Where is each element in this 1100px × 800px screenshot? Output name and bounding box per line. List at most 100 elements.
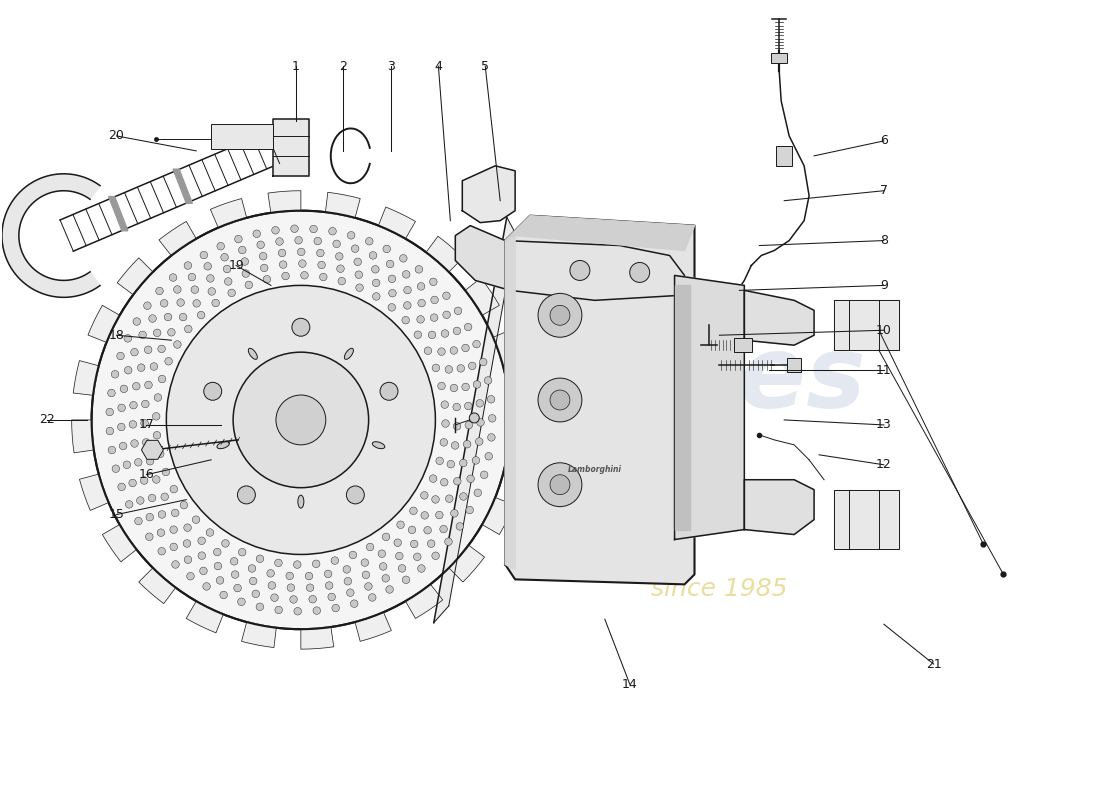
Circle shape (319, 273, 327, 281)
Circle shape (106, 408, 113, 416)
Circle shape (138, 364, 145, 371)
Circle shape (337, 265, 344, 273)
Circle shape (204, 262, 211, 270)
Circle shape (252, 590, 260, 598)
Circle shape (112, 465, 120, 473)
Circle shape (167, 329, 175, 336)
Circle shape (157, 529, 165, 537)
Circle shape (404, 302, 411, 310)
Bar (211, 124, 273, 149)
Polygon shape (378, 207, 416, 238)
Circle shape (166, 286, 436, 554)
Polygon shape (406, 584, 443, 618)
Circle shape (212, 299, 219, 306)
Circle shape (453, 327, 461, 334)
Circle shape (153, 476, 161, 483)
Circle shape (378, 550, 386, 558)
Circle shape (451, 442, 459, 450)
Circle shape (202, 582, 210, 590)
Circle shape (192, 516, 200, 523)
Circle shape (333, 240, 340, 248)
Circle shape (118, 483, 125, 490)
Circle shape (354, 258, 362, 266)
Circle shape (125, 501, 133, 508)
Circle shape (399, 254, 407, 262)
Circle shape (464, 323, 472, 331)
Circle shape (314, 607, 320, 614)
Circle shape (476, 418, 484, 426)
Circle shape (295, 237, 302, 244)
Circle shape (206, 529, 213, 536)
Circle shape (120, 385, 128, 393)
Text: 18: 18 (109, 329, 124, 342)
Text: 16: 16 (139, 468, 154, 482)
Circle shape (421, 511, 429, 519)
Circle shape (465, 422, 473, 429)
Circle shape (245, 281, 253, 289)
Circle shape (217, 242, 224, 250)
Circle shape (172, 561, 179, 568)
Circle shape (440, 438, 448, 446)
Text: 13: 13 (876, 418, 892, 431)
Circle shape (382, 574, 389, 582)
Circle shape (425, 347, 431, 354)
Polygon shape (210, 198, 246, 228)
Circle shape (470, 413, 480, 423)
Circle shape (538, 378, 582, 422)
Polygon shape (72, 420, 94, 453)
Circle shape (130, 402, 138, 409)
Circle shape (294, 607, 301, 615)
Ellipse shape (373, 442, 385, 449)
Circle shape (169, 543, 177, 550)
Circle shape (453, 403, 461, 411)
Circle shape (424, 526, 431, 534)
Circle shape (338, 278, 345, 285)
Circle shape (456, 365, 464, 372)
Polygon shape (674, 286, 690, 530)
Polygon shape (455, 226, 684, 300)
Ellipse shape (298, 495, 304, 508)
Circle shape (364, 582, 372, 590)
Circle shape (287, 584, 295, 591)
Circle shape (397, 521, 405, 529)
Polygon shape (433, 217, 516, 622)
Polygon shape (88, 306, 120, 342)
Circle shape (474, 489, 482, 497)
Polygon shape (462, 166, 515, 222)
Circle shape (141, 477, 149, 484)
Circle shape (144, 302, 151, 310)
Circle shape (346, 589, 354, 597)
Polygon shape (503, 445, 528, 479)
Circle shape (124, 334, 132, 342)
Circle shape (172, 509, 179, 517)
Text: 21: 21 (926, 658, 942, 670)
Circle shape (475, 438, 483, 446)
Circle shape (362, 571, 370, 578)
Polygon shape (426, 236, 463, 272)
Circle shape (476, 399, 484, 407)
Polygon shape (465, 278, 499, 315)
Circle shape (460, 459, 467, 466)
Circle shape (267, 570, 274, 577)
Circle shape (453, 422, 461, 430)
Circle shape (276, 395, 326, 445)
Circle shape (241, 258, 249, 266)
Circle shape (438, 348, 446, 355)
Text: 20: 20 (109, 130, 124, 142)
Bar (771, 54, 788, 63)
Circle shape (184, 540, 190, 547)
Circle shape (355, 284, 363, 291)
Circle shape (344, 578, 352, 585)
Circle shape (278, 249, 286, 257)
Circle shape (238, 598, 245, 606)
Circle shape (306, 584, 313, 591)
Circle shape (289, 596, 297, 603)
Circle shape (351, 245, 359, 253)
Circle shape (250, 578, 257, 585)
Circle shape (148, 314, 156, 322)
Circle shape (180, 502, 188, 509)
Circle shape (488, 414, 496, 422)
Text: 5: 5 (481, 60, 490, 73)
Circle shape (432, 552, 439, 559)
Circle shape (629, 262, 650, 282)
